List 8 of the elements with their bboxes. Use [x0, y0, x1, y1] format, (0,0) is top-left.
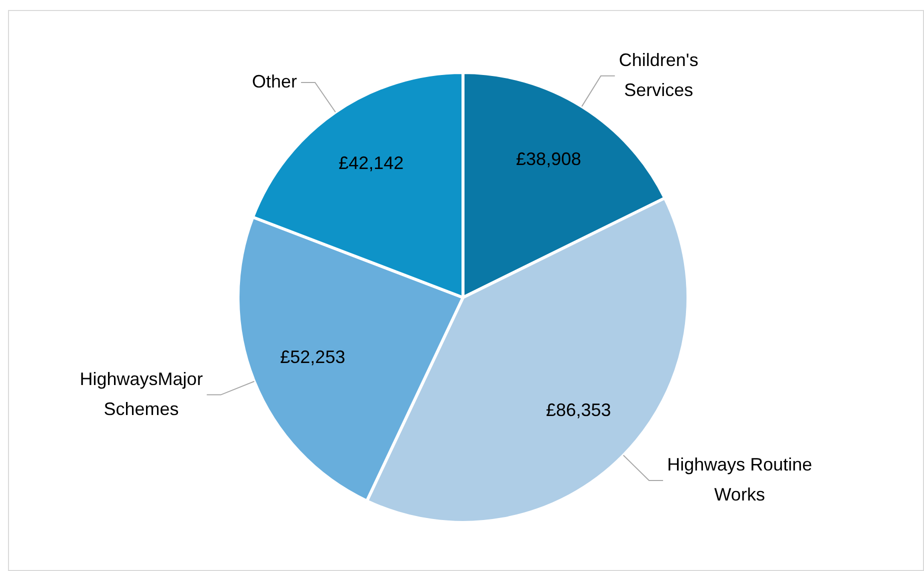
- data-label: £52,253: [280, 346, 346, 367]
- slice-label: HighwaysMajor Schemes: [80, 368, 203, 419]
- slice-label: Children's Services: [618, 50, 698, 100]
- data-label: £42,142: [338, 153, 404, 174]
- data-label: £86,353: [546, 400, 612, 420]
- slice-label: Other: [252, 71, 298, 92]
- data-label: £38,908: [516, 148, 582, 169]
- slice-label: Highways Routine Works: [667, 454, 812, 505]
